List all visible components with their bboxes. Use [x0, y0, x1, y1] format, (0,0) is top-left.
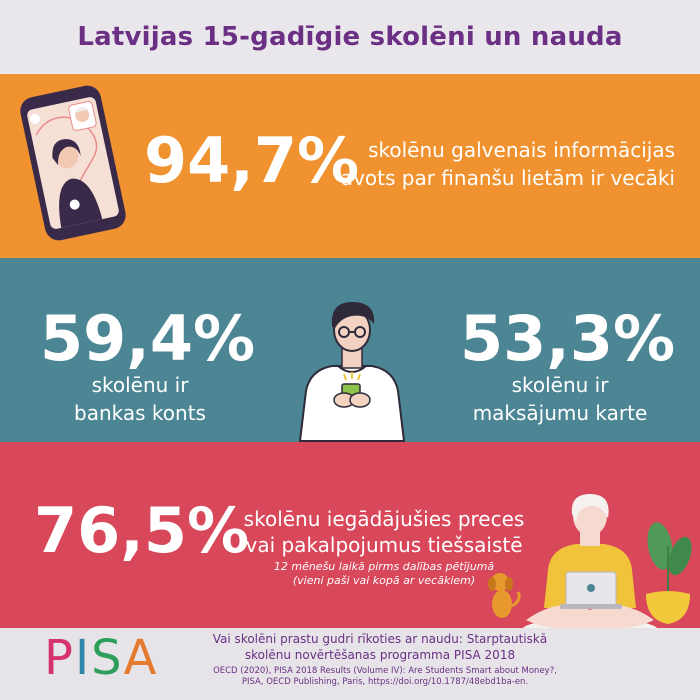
potted-plant-illustration	[646, 522, 692, 624]
page-title: Latvijas 15-gadīgie skolēni un nauda	[77, 22, 623, 52]
online-purchase-note1: 12 mēnešu laikā pirms dalības pētījumā	[273, 560, 495, 573]
source-title-line1: Vai skolēni prastu gudri rīkoties ar nau…	[212, 632, 548, 646]
payment-card-description: skolēnu ir maksājumu karte	[450, 371, 670, 427]
online-purchase-note2: (vieni paši vai kopā ar vecākiem)	[292, 574, 476, 588]
pisa-logo-letter-a: A	[123, 630, 159, 686]
source-citation-line1: OECD (2020), PISA 2018 Results (Volume I…	[213, 666, 557, 676]
pisa-logo-letter-i: I	[74, 630, 92, 686]
bank-account-line1: skolēnu ir	[91, 373, 189, 397]
bank-account-line2: bankas konts	[74, 401, 206, 425]
accounts-section: 59,4% skolēnu ir bankas konts 53,3% skol…	[0, 258, 700, 442]
info-source-description: skolēnu galvenais informācijas avots par…	[330, 136, 675, 192]
payment-card-value: 53,3%	[460, 302, 676, 375]
pisa-logo: PISA	[44, 634, 158, 682]
bank-account-value: 59,4%	[40, 302, 256, 375]
payment-card-line1: skolēnu ir	[511, 373, 609, 397]
header: Latvijas 15-gadīgie skolēni un nauda	[0, 0, 700, 74]
info-source-section: 94,7% skolēnu galvenais informācijas avo…	[0, 74, 700, 258]
info-source-line1: skolēnu galvenais informācijas	[368, 138, 675, 162]
online-purchase-value: 76,5%	[34, 494, 250, 567]
phone-video-call-illustration	[20, 85, 126, 241]
pisa-logo-letter-s: S	[91, 630, 124, 686]
student-with-phone-illustration	[298, 302, 406, 442]
payment-card-line2: maksājumu karte	[472, 401, 648, 425]
dog-illustration	[488, 573, 521, 618]
pisa-logo-letter-p: P	[44, 630, 75, 686]
bank-account-description: skolēnu ir bankas konts	[40, 371, 240, 427]
info-source-value: 94,7%	[144, 124, 360, 197]
info-source-line2: avots par finanšu lietām ir vecāki	[340, 166, 675, 190]
online-purchase-note: 12 mēnešu laikā pirms dalības pētījumā (…	[244, 560, 524, 589]
source-title: Vai skolēni prastu gudri rīkoties ar nau…	[180, 632, 580, 663]
source-citation-line2: PISA, OECD Publishing, Paris, https://do…	[241, 677, 529, 688]
source-citation: OECD (2020), PISA 2018 Results (Volume I…	[170, 666, 600, 689]
online-purchase-line2: vai pakalpojumus tiešsaistē	[245, 533, 523, 557]
online-purchase-section: 76,5% skolēnu iegādājušies preces vai pa…	[0, 442, 700, 642]
source-title-line2: skolēnu novērtēšanas programma PISA 2018	[244, 647, 516, 662]
online-purchase-line1: skolēnu iegādājušies preces	[243, 507, 525, 531]
online-purchase-description: skolēnu iegādājušies preces vai pakalpoj…	[234, 506, 534, 558]
footer: PISA Vai skolēni prastu gudri rīkoties a…	[0, 628, 700, 700]
